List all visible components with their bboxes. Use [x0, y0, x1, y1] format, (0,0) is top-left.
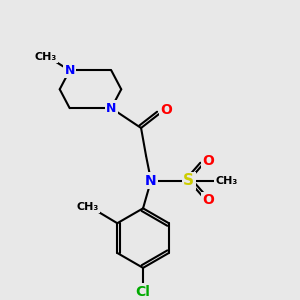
Text: Cl: Cl: [136, 285, 151, 299]
Text: O: O: [160, 103, 172, 117]
Text: S: S: [183, 173, 194, 188]
Text: CH₃: CH₃: [76, 202, 99, 212]
Text: O: O: [202, 194, 214, 207]
Text: N: N: [145, 174, 157, 188]
Text: CH₃: CH₃: [35, 52, 57, 61]
Text: O: O: [202, 154, 214, 168]
Text: CH₃: CH₃: [215, 176, 238, 186]
Text: N: N: [64, 64, 75, 77]
Text: N: N: [106, 102, 116, 115]
